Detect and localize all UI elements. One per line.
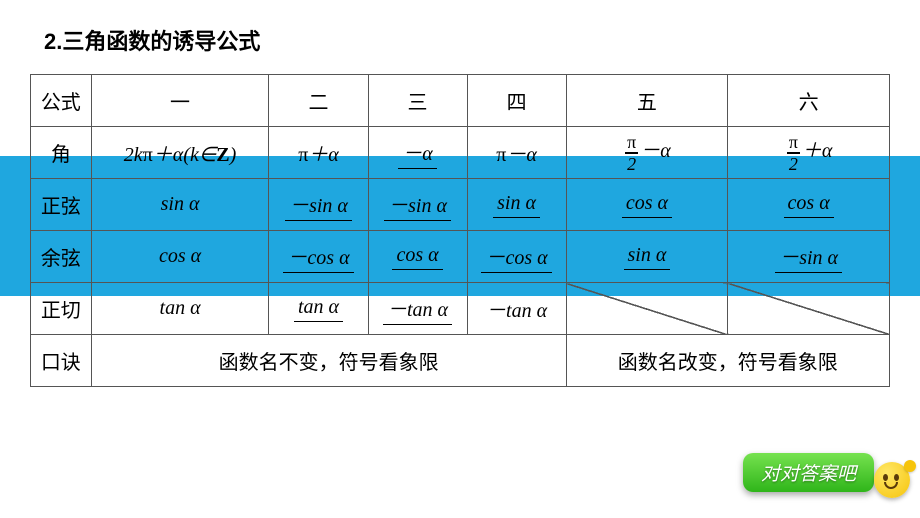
header-c3: 三 [368, 75, 467, 127]
tangent-c6-blank [728, 283, 890, 335]
angle-c4: π－α [467, 127, 566, 179]
sine-c4: sin α [467, 179, 566, 231]
mnemonic-right: 函数名改变，符号看象限 [566, 335, 889, 387]
mnemonic-label: 口诀 [31, 335, 92, 387]
cosine-c6: －sin α [728, 231, 890, 283]
sine-row: 正弦 sin α －sin α －sin α sin α cos α cos α [31, 179, 890, 231]
sine-c1: sin α [91, 179, 269, 231]
header-c6: 六 [728, 75, 890, 127]
header-c1: 一 [91, 75, 269, 127]
cosine-row: 余弦 cos α －cos α cos α －cos α sin α －sin … [31, 231, 890, 283]
cosine-c3: cos α [368, 231, 467, 283]
angle-c2: π＋α [269, 127, 368, 179]
sine-label: 正弦 [31, 179, 92, 231]
mnemonic-row: 口诀 函数名不变，符号看象限 函数名改变，符号看象限 [31, 335, 890, 387]
cosine-c1: cos α [91, 231, 269, 283]
page-title: 2.三角函数的诱导公式 [0, 0, 920, 74]
thinking-emoji-icon [874, 460, 914, 500]
header-c2: 二 [269, 75, 368, 127]
cosine-c4: －cos α [467, 231, 566, 283]
sine-c6: cos α [728, 179, 890, 231]
sine-c5: cos α [566, 179, 728, 231]
cosine-c5: sin α [566, 231, 728, 283]
cosine-label: 余弦 [31, 231, 92, 283]
tangent-label: 正切 [31, 283, 92, 335]
tangent-c4: －tan α [467, 283, 566, 335]
header-c4: 四 [467, 75, 566, 127]
angle-c3: －α [368, 127, 467, 179]
angle-label: 角 [31, 127, 92, 179]
angle-c5: π2－α [566, 127, 728, 179]
angle-c6: π2＋α [728, 127, 890, 179]
sine-c3: －sin α [368, 179, 467, 231]
angle-c1: 2kπ＋α(k∈Z) [91, 127, 269, 179]
tangent-c5-blank [566, 283, 728, 335]
formula-table-wrap: 公式 一 二 三 四 五 六 角 2kπ＋α(k∈Z) π＋α －α π－α π… [0, 74, 920, 387]
sine-c2: －sin α [269, 179, 368, 231]
cosine-c2: －cos α [269, 231, 368, 283]
check-answer-button[interactable]: 对对答案吧 [743, 453, 874, 492]
tangent-c1: tan α [91, 283, 269, 335]
header-label: 公式 [31, 75, 92, 127]
formula-table: 公式 一 二 三 四 五 六 角 2kπ＋α(k∈Z) π＋α －α π－α π… [30, 74, 890, 387]
tangent-c2: tan α [269, 283, 368, 335]
header-row: 公式 一 二 三 四 五 六 [31, 75, 890, 127]
header-c5: 五 [566, 75, 728, 127]
tangent-row: 正切 tan α tan α －tan α －tan α [31, 283, 890, 335]
tangent-c3: －tan α [368, 283, 467, 335]
mnemonic-left: 函数名不变，符号看象限 [91, 335, 566, 387]
angle-row: 角 2kπ＋α(k∈Z) π＋α －α π－α π2－α π2＋α [31, 127, 890, 179]
